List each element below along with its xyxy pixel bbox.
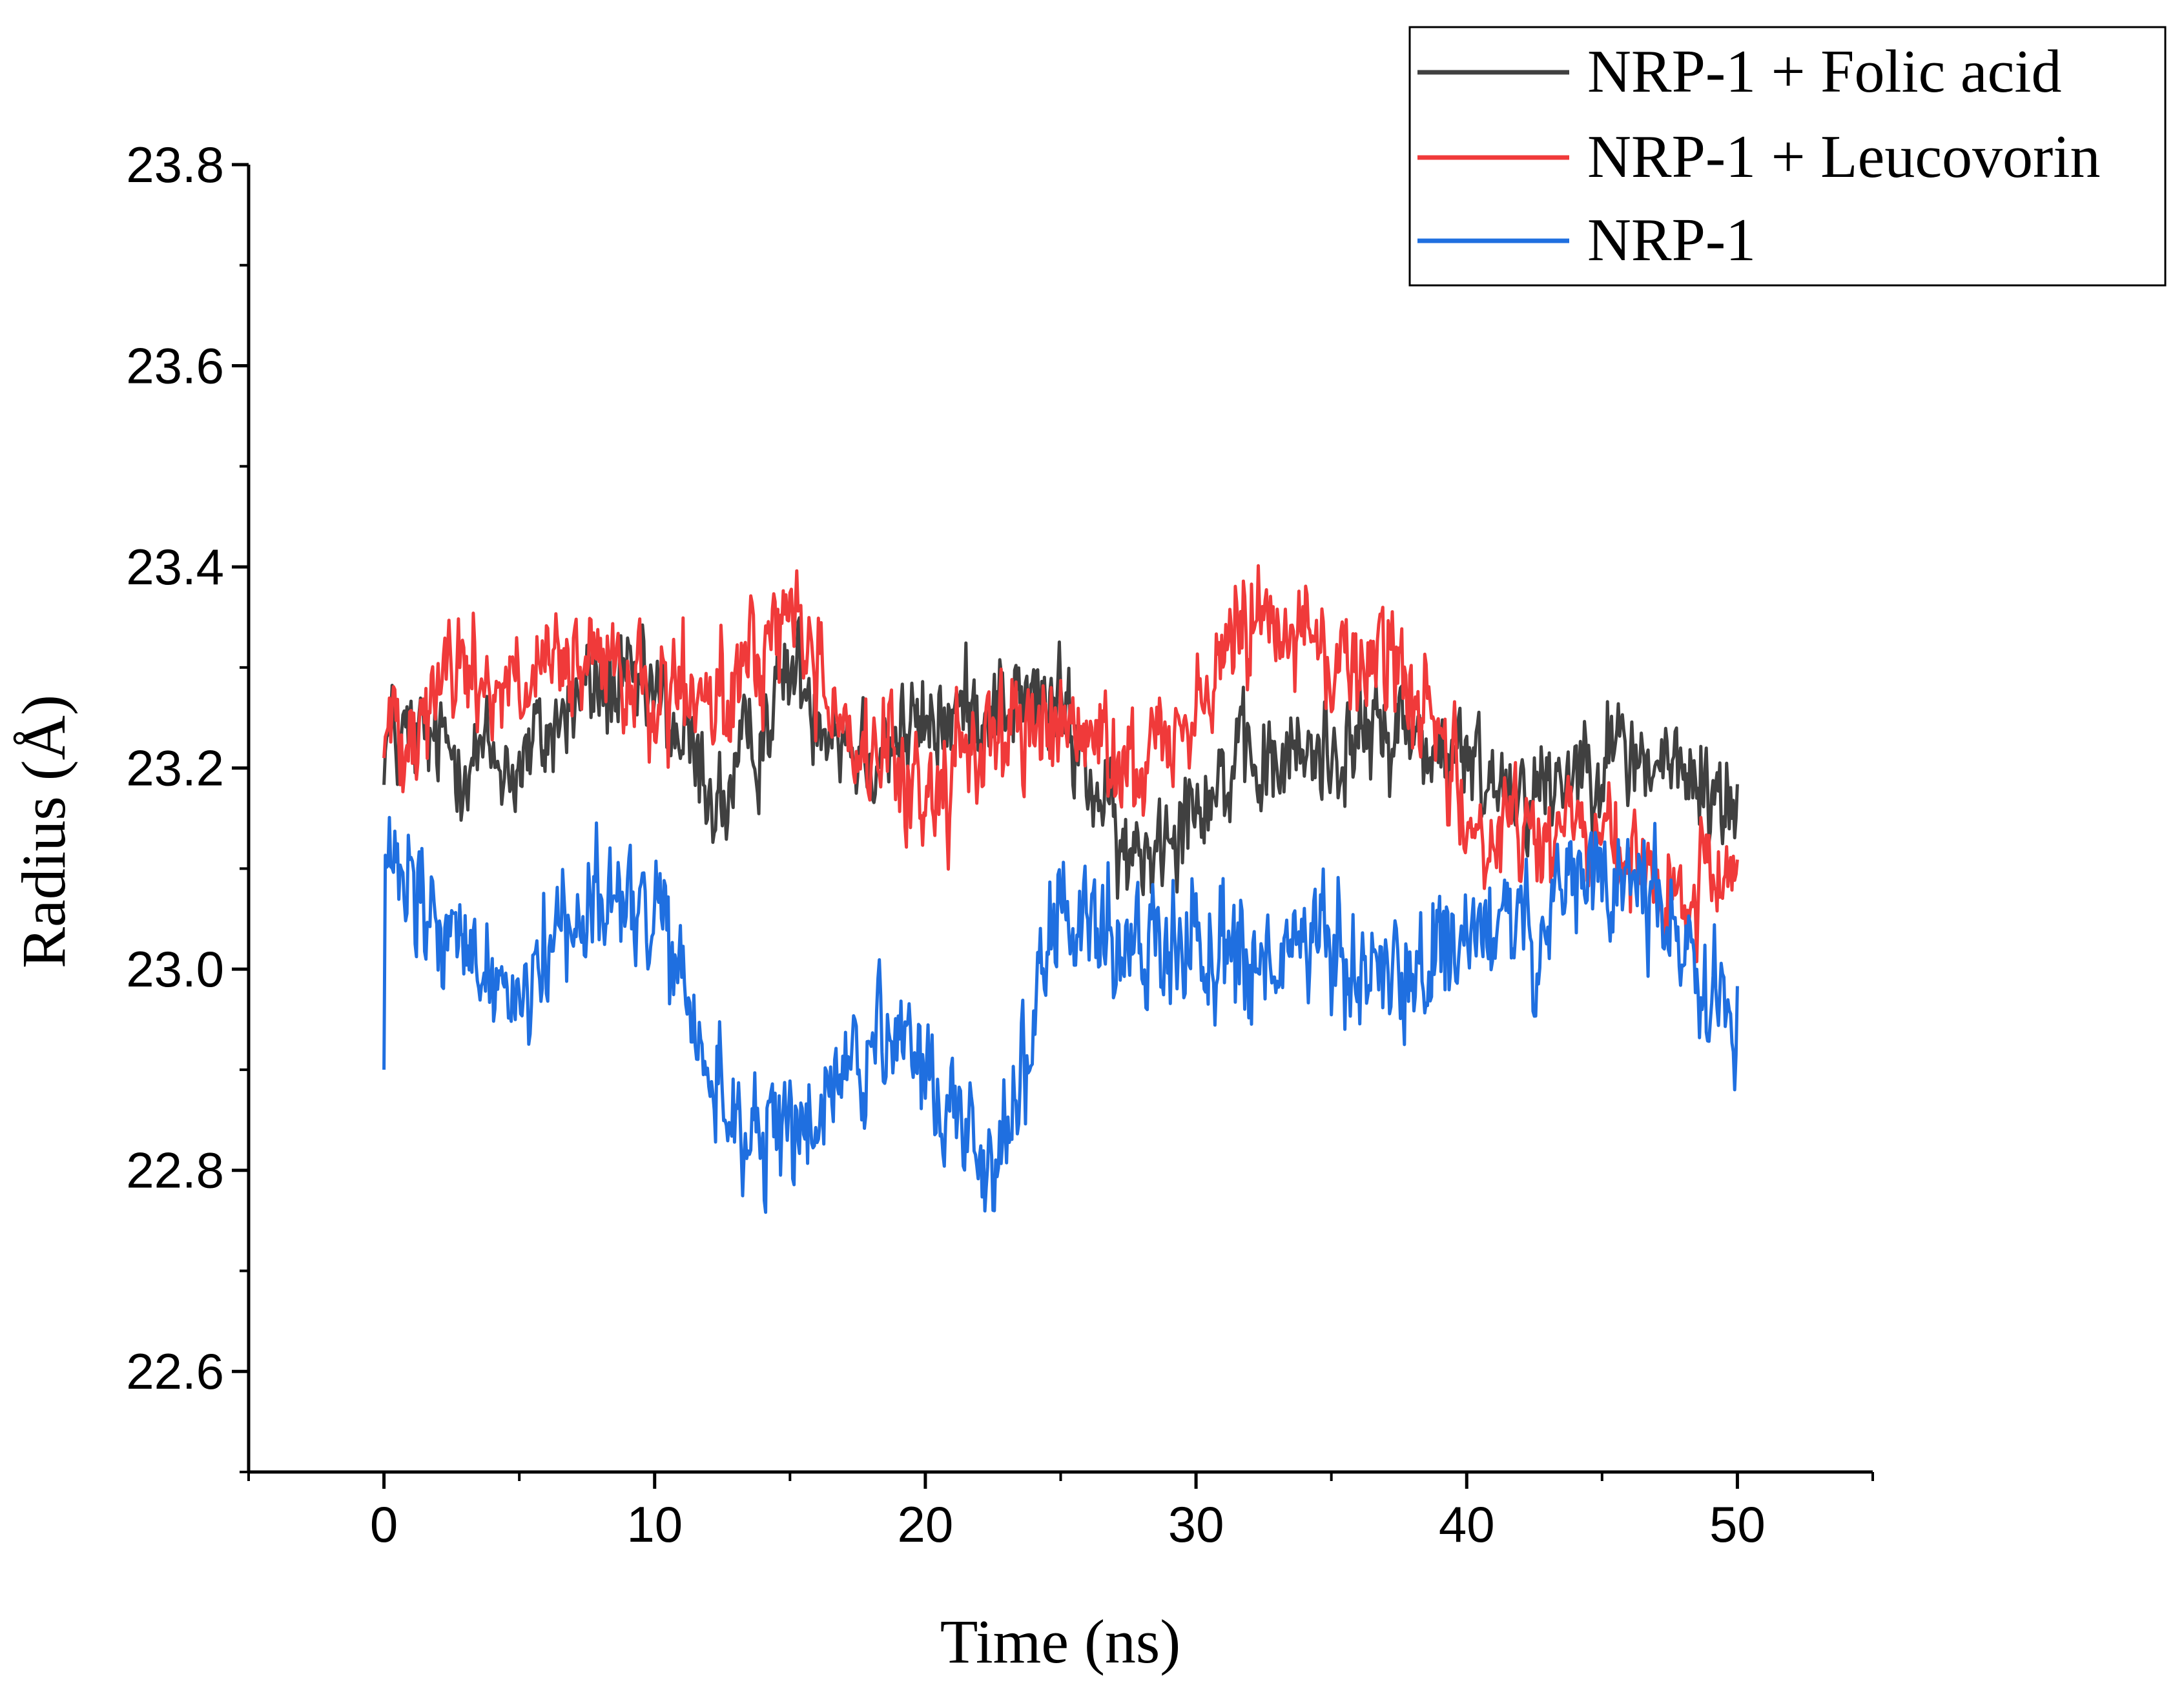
axes-layer: 22.6 22.8 23.0 23.2 23.4 23.6 23.8 0 10 20 30 40 50: [126, 136, 1874, 1553]
x-tick-label: 30: [1168, 1496, 1224, 1553]
legend: NRP-1 + Folic acid NRP-1 + Leucovorin NR…: [1408, 26, 2167, 287]
y-tick-label: 22.6: [126, 1343, 224, 1400]
y-tick-label: 23.4: [126, 538, 224, 595]
x-axis-title: Time (ns): [940, 1607, 1181, 1676]
y-tick-label: 23.0: [126, 941, 224, 997]
x-tick-label: 20: [898, 1496, 954, 1553]
y-tick-label: 22.8: [126, 1142, 224, 1199]
x-tick-label: 50: [1709, 1496, 1766, 1553]
x-tick-label: 40: [1439, 1496, 1495, 1553]
y-tick-label: 23.6: [126, 338, 224, 394]
x-tick-label: 10: [626, 1496, 683, 1553]
y-axis-title: Radius (Å): [9, 695, 78, 968]
series-nrp1: [382, 815, 1739, 1214]
legend-label-nrp1: NRP-1: [1587, 207, 1756, 274]
y-tick-label: 23.8: [126, 136, 224, 193]
y-tick-label: 23.2: [126, 740, 224, 797]
legend-label-leucovorin: NRP-1 + Leucovorin: [1587, 123, 2100, 190]
legend-label-folic-acid: NRP-1 + Folic acid: [1587, 38, 2061, 105]
series-layer: [382, 564, 1739, 1214]
series-leucovorin: [382, 564, 1739, 963]
x-tick-label: 0: [370, 1496, 398, 1553]
